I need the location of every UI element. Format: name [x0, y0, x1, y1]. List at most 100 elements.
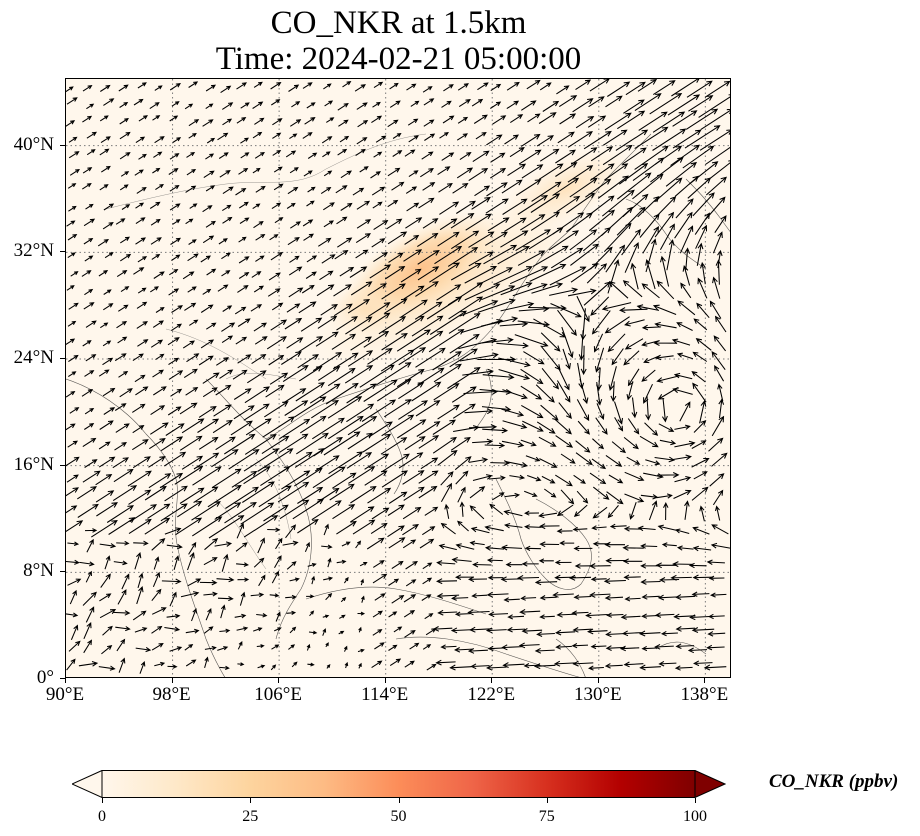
wind-vector-arrow — [472, 561, 492, 568]
wind-vector-arrow — [712, 489, 724, 506]
wind-vector-arrow — [562, 348, 571, 370]
wind-vector-arrow — [457, 520, 469, 532]
wind-vector-arrow — [417, 266, 440, 281]
wind-vector-arrow — [286, 337, 304, 349]
wind-vector-arrow — [215, 384, 232, 396]
wind-vector-arrow — [309, 610, 315, 617]
wind-vector-arrow — [82, 115, 93, 123]
wind-vector-arrow — [539, 614, 555, 620]
wind-vector-arrow — [670, 144, 701, 166]
wind-vector-arrow — [462, 368, 494, 376]
wind-vector-arrow — [575, 79, 592, 91]
wind-vector-arrow — [604, 595, 624, 601]
wind-vector-arrow — [488, 475, 506, 481]
wind-vector-arrow — [239, 217, 250, 224]
wind-vector-arrow — [221, 322, 236, 332]
wind-vector-arrow — [387, 167, 401, 177]
wind-vector-arrow — [98, 456, 116, 468]
wind-vector-arrow — [115, 423, 130, 433]
wind-vector-arrow — [264, 401, 289, 418]
wind-vector-arrow — [150, 422, 169, 435]
wind-vector-arrow — [692, 192, 715, 217]
wind-vector-arrow — [228, 449, 260, 470]
wind-vector-arrow — [392, 150, 403, 157]
wind-vector-arrow — [343, 576, 349, 584]
wind-vector-arrow — [422, 526, 436, 536]
map-timestamp: Time: 2024-02-21 05:00:00 — [215, 41, 582, 77]
wind-vector-arrow — [601, 302, 632, 312]
wind-vector-arrow — [417, 249, 440, 265]
wind-vector-arrow — [507, 614, 525, 620]
wind-vector-arrow — [69, 589, 77, 605]
wind-vector-arrow — [472, 438, 494, 445]
wind-vector-arrow — [416, 421, 441, 437]
wind-vector-arrow — [654, 211, 675, 238]
wind-vector-arrow — [152, 115, 161, 121]
wind-vector-arrow — [434, 245, 463, 265]
wind-vector-arrow — [572, 526, 588, 532]
wind-vector-arrow — [372, 610, 384, 618]
wind-vector-arrow — [439, 218, 458, 231]
wind-vector-arrow — [485, 231, 508, 246]
wind-vector-arrow — [554, 559, 572, 566]
wind-vector-arrow — [149, 201, 161, 209]
wind-vector-arrow — [160, 503, 188, 522]
wind-vector-arrow — [694, 212, 711, 235]
wind-vector-arrow — [708, 575, 725, 581]
wind-vector-arrow — [164, 626, 181, 632]
wind-vector-arrow — [718, 398, 725, 419]
wind-vector-arrow — [152, 369, 164, 378]
wind-vector-arrow — [116, 540, 130, 546]
wind-vector-arrow — [283, 388, 307, 404]
wind-vector-arrow — [452, 182, 469, 194]
wind-vector-arrow — [82, 470, 101, 483]
wind-vector-arrow — [624, 493, 645, 503]
wind-vector-arrow — [518, 306, 550, 312]
wind-vector-arrow — [282, 364, 309, 383]
wind-vector-arrow — [240, 137, 249, 144]
wind-vector-arrow — [173, 555, 180, 570]
wind-vector-arrow — [288, 644, 296, 650]
wind-vector-arrow — [471, 593, 488, 599]
wind-vector-arrow — [469, 486, 486, 499]
wind-vector-arrow — [307, 562, 317, 567]
wind-vector-arrow — [608, 474, 624, 484]
wind-vector-arrow — [573, 545, 593, 552]
wind-vector-arrow — [205, 185, 216, 192]
wind-vector-arrow — [485, 198, 509, 214]
wind-vector-arrow — [389, 100, 401, 108]
wind-vector-arrow — [66, 285, 75, 291]
wind-vector-arrow — [86, 149, 96, 156]
wind-vector-arrow — [377, 378, 412, 402]
wind-vector-arrow — [475, 131, 487, 140]
wind-vector-arrow — [358, 626, 362, 633]
wind-vector-arrow — [271, 644, 280, 650]
wind-vector-arrow — [582, 227, 612, 252]
wind-vector-arrow — [438, 182, 453, 193]
wind-vector-arrow — [408, 170, 419, 178]
wind-vector-arrow — [374, 593, 386, 601]
wind-vector-arrow — [713, 335, 727, 352]
wind-vector-arrow — [519, 608, 541, 615]
wind-vector-arrow — [550, 247, 584, 269]
wind-vector-arrow — [388, 537, 406, 549]
wind-vector-arrow — [654, 321, 677, 329]
wind-vector-arrow — [318, 366, 341, 381]
wind-vector-arrow — [356, 219, 372, 229]
wind-vector-arrow — [303, 233, 314, 241]
wind-vector-arrow — [112, 485, 138, 502]
wind-vector-arrow — [185, 218, 194, 225]
wind-vector-arrow — [184, 302, 197, 311]
wind-vector-arrow — [477, 82, 489, 91]
wind-vector-arrow — [605, 454, 623, 467]
wind-vector-arrow — [152, 571, 161, 588]
wind-vector-arrow — [102, 221, 114, 230]
wind-vector-arrow — [188, 132, 197, 139]
wind-vector-arrow — [531, 181, 562, 202]
wind-vector-arrow — [253, 285, 265, 293]
wind-vector-arrow — [464, 408, 494, 415]
wind-vector-arrow — [217, 596, 234, 602]
wind-vector-arrow — [688, 95, 714, 112]
wind-vector-arrow — [67, 252, 76, 259]
wind-vector-arrow — [611, 348, 624, 366]
